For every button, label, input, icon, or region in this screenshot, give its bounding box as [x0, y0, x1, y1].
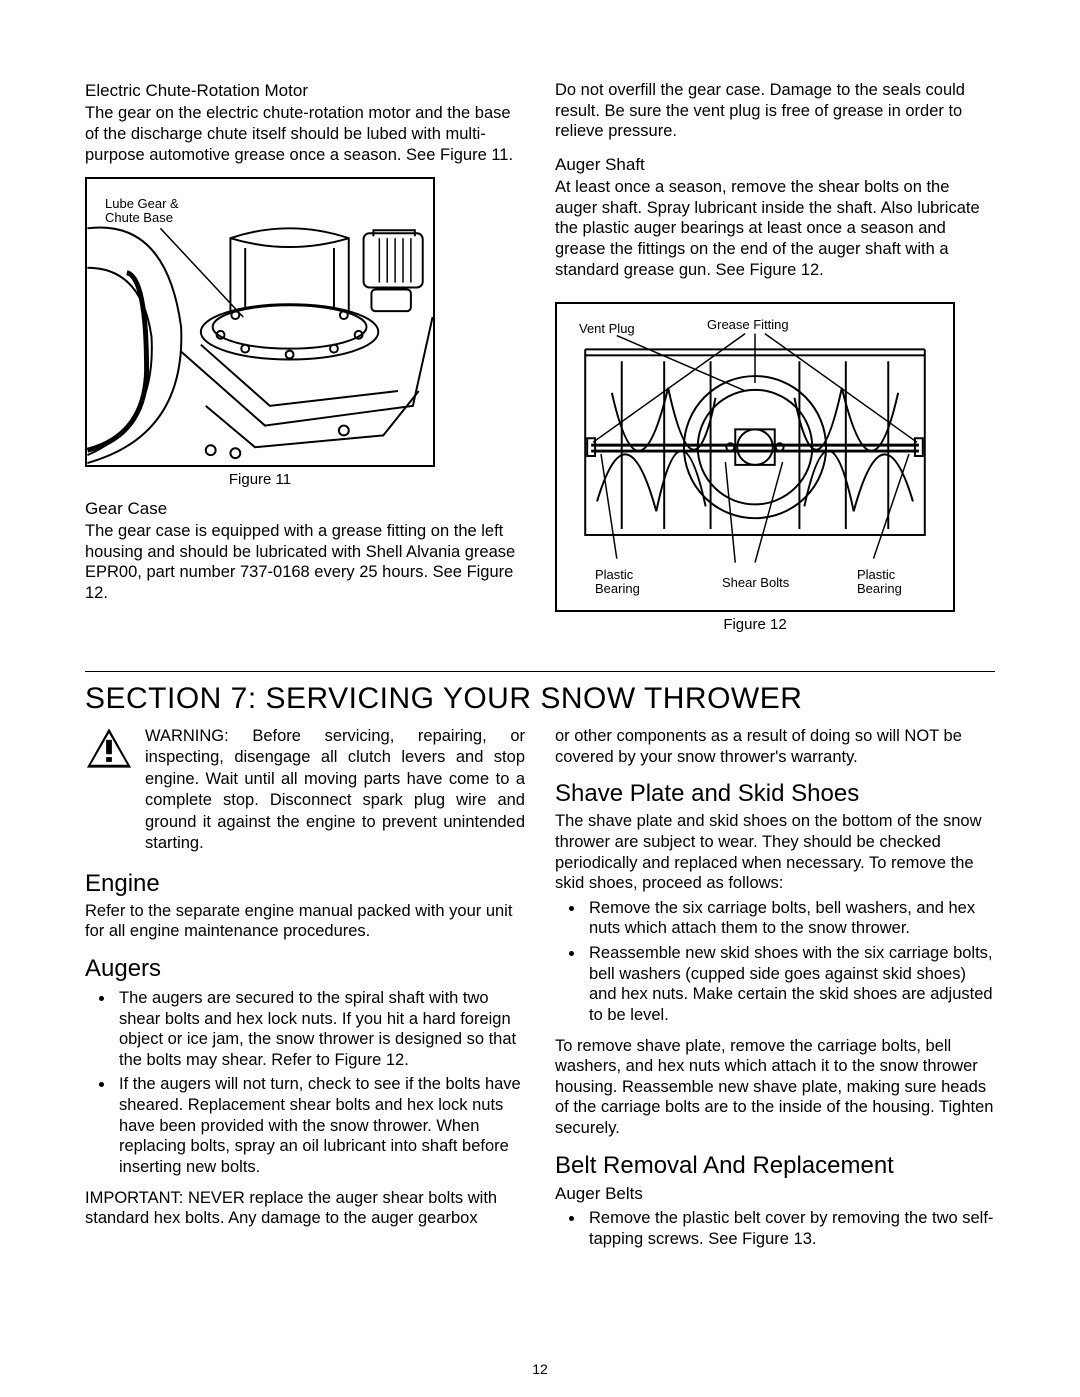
overfill-warning: Do not overfill the gear case. Damage to…: [555, 80, 995, 142]
engine-body: Refer to the separate engine manual pack…: [85, 901, 525, 942]
warning-block: WARNING: Before servicing, repairing, or…: [85, 726, 525, 855]
figure-11-label-l2: Chute Base: [105, 210, 173, 225]
figure-12-pb-right-label: Plastic Bearing: [857, 568, 902, 597]
warning-text: WARNING: Before servicing, repairing, or…: [145, 726, 525, 855]
electric-chute-heading: Electric Chute-Rotation Motor: [85, 80, 525, 101]
auger-shaft-heading: Auger Shaft: [555, 154, 995, 175]
belt-removal-heading: Belt Removal And Replacement: [555, 1151, 995, 1181]
augers-heading: Augers: [85, 954, 525, 984]
figure-12: Vent Plug Grease Fitting Plastic Bearing…: [555, 302, 955, 612]
gear-case-body: The gear case is equipped with a grease …: [85, 521, 525, 604]
bottom-columns: WARNING: Before servicing, repairing, or…: [85, 726, 995, 1259]
gear-case-heading: Gear Case: [85, 498, 525, 519]
manual-page: Electric Chute-Rotation Motor The gear o…: [0, 0, 1080, 1397]
top-columns: Electric Chute-Rotation Motor The gear o…: [85, 80, 995, 643]
section-7-title: SECTION 7: SERVICING YOUR SNOW THROWER: [85, 682, 995, 716]
electric-chute-body: The gear on the electric chute-rotation …: [85, 103, 525, 165]
figure-12-grease-label: Grease Fitting: [707, 318, 789, 332]
section-rule: [85, 671, 995, 672]
page-number: 12: [0, 1361, 1080, 1377]
figure-12-caption: Figure 12: [555, 616, 955, 635]
engine-heading: Engine: [85, 869, 525, 899]
list-item: Remove the six carriage bolts, bell wash…: [585, 898, 995, 939]
shave-plate-after: To remove shave plate, remove the carria…: [555, 1036, 995, 1139]
augers-list: The augers are secured to the spiral sha…: [85, 988, 525, 1178]
figure-12-shear-label: Shear Bolts: [722, 576, 789, 590]
figure-11-label-l1: Lube Gear &: [105, 196, 179, 211]
list-item: If the augers will not turn, check to se…: [115, 1074, 525, 1177]
figure-11-label: Lube Gear & Chute Base: [105, 197, 179, 226]
figure-11: Lube Gear & Chute Base: [85, 177, 435, 467]
important-label: IMPORTANT:: [85, 1189, 183, 1207]
shave-plate-body: The shave plate and skid shoes on the bo…: [555, 811, 995, 894]
continuation-text: or other components as a result of doing…: [555, 726, 995, 767]
auger-belts-list: Remove the plastic belt cover by removin…: [555, 1208, 995, 1249]
top-left-column: Electric Chute-Rotation Motor The gear o…: [85, 80, 525, 643]
list-item: The augers are secured to the spiral sha…: [115, 988, 525, 1071]
auger-shaft-body: At least once a season, remove the shear…: [555, 177, 995, 280]
figure-12-pb-left-label: Plastic Bearing: [595, 568, 640, 597]
auger-belts-heading: Auger Belts: [555, 1183, 995, 1204]
bottom-right-column: or other components as a result of doing…: [555, 726, 995, 1259]
figure-11-caption: Figure 11: [85, 471, 435, 490]
list-item: Reassemble new skid shoes with the six c…: [585, 943, 995, 1026]
top-right-column: Do not overfill the gear case. Damage to…: [555, 80, 995, 643]
shave-plate-list: Remove the six carriage bolts, bell wash…: [555, 898, 995, 1026]
important-note: IMPORTANT: NEVER replace the auger shear…: [85, 1188, 525, 1229]
warning-triangle-icon: [85, 726, 133, 776]
figure-12-vent-label: Vent Plug: [579, 322, 635, 336]
bottom-left-column: WARNING: Before servicing, repairing, or…: [85, 726, 525, 1259]
shave-plate-heading: Shave Plate and Skid Shoes: [555, 779, 995, 809]
list-item: Remove the plastic belt cover by removin…: [585, 1208, 995, 1249]
figure-12-drawing: [557, 304, 953, 610]
